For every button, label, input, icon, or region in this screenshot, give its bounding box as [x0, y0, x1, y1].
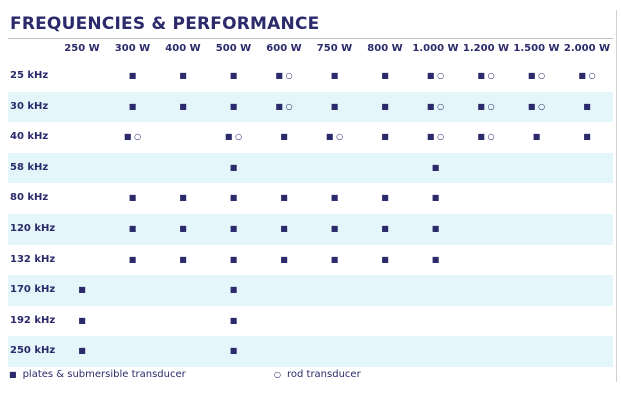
cell-marker: ■ — [179, 71, 187, 80]
cell-marker: ■ — [280, 132, 288, 142]
column-header: 250 W — [64, 43, 100, 54]
cell-marker: ■ — [229, 71, 238, 80]
row-label: 80 kHz — [10, 192, 49, 204]
cell-marker: ■ — [330, 224, 339, 233]
cell-marker: ■ — [280, 193, 288, 203]
cell-marker: ■ — [381, 254, 389, 264]
cell-marker: ■ — [381, 132, 389, 142]
cell-marker: ■ ○ — [426, 132, 445, 142]
cell-marker: ■ ○ — [527, 71, 546, 80]
legend-symbol: ■ — [9, 370, 17, 379]
cell-marker: ■ ○ — [477, 132, 495, 142]
cell-marker: ■ — [381, 193, 389, 203]
cell-marker: ■ ○ — [123, 132, 142, 142]
cell-marker: ■ — [78, 346, 86, 356]
legend-item: ■ plates & submersible transducer — [9, 369, 186, 380]
column-header: 750 W — [316, 43, 353, 54]
cell-marker: ■ — [128, 101, 137, 111]
row-band — [8, 275, 613, 306]
cell-marker: ■ ○ — [578, 71, 596, 80]
row-label: 250 kHz — [10, 345, 56, 357]
cell-marker: ■ — [431, 193, 440, 203]
cell-marker: ■ — [128, 254, 137, 264]
cell-marker: ■ — [583, 101, 591, 111]
cell-marker: ■ ○ — [477, 71, 495, 80]
column-header: 800 W — [367, 43, 403, 54]
row-label: 25 kHz — [10, 70, 49, 81]
cell-marker: ■ — [128, 71, 137, 80]
cell-marker: ■ — [78, 285, 86, 295]
column-header: 500 W — [215, 43, 252, 54]
cell-marker: ■ — [229, 193, 238, 203]
column-header: 400 W — [165, 43, 201, 54]
row-band — [8, 91, 613, 123]
cell-marker: ■ — [179, 224, 187, 233]
column-header: 1.500 W — [513, 43, 560, 54]
legend-item: ○ rod transducer — [274, 369, 361, 380]
row-label: 58 kHz — [10, 161, 49, 173]
cell-marker: ■ — [381, 71, 389, 80]
cell-marker: ■ ○ — [426, 101, 445, 111]
cell-marker: ■ ○ — [275, 101, 293, 111]
cell-marker: ■ ○ — [224, 132, 243, 142]
cell-marker: ■ ○ — [477, 101, 495, 111]
cell-marker: ■ — [229, 254, 238, 264]
cell-marker: ■ — [179, 193, 187, 203]
cell-marker: ■ — [229, 346, 238, 356]
cell-marker: ■ — [280, 254, 288, 264]
cell-marker: ■ — [229, 285, 238, 295]
cell-marker: ■ — [532, 132, 541, 142]
row-band — [8, 214, 613, 245]
row-label: 40 kHz — [10, 131, 49, 143]
column-header: 1.000 W — [412, 43, 459, 54]
column-header: 1.200 W — [462, 43, 510, 54]
cell-marker: ■ — [583, 132, 591, 142]
cell-marker: ■ — [78, 315, 86, 325]
cell-marker: ■ — [280, 224, 288, 233]
cell-marker: ■ — [128, 193, 137, 203]
row-label: 132 kHz — [10, 253, 56, 265]
column-header: 300 W — [114, 43, 151, 54]
row-label: 170 kHz — [10, 284, 56, 296]
cell-marker: ■ ○ — [275, 71, 293, 80]
legend-label: plates & submersible transducer — [22, 369, 186, 380]
cell-marker: ■ — [381, 224, 389, 233]
title: FREQUENCIES & PERFORMANCE — [10, 14, 320, 34]
cell-marker: ■ — [431, 254, 440, 264]
cell-marker: ■ ○ — [527, 101, 546, 111]
cell-marker: ■ — [179, 101, 187, 111]
row-band — [8, 336, 613, 367]
cell-marker: ■ — [330, 254, 339, 264]
cell-marker: ■ — [431, 162, 440, 172]
cell-marker: ■ — [229, 162, 238, 172]
cell-marker: ■ — [229, 315, 238, 325]
column-header: 2.000 W — [563, 43, 611, 54]
cell-marker: ■ — [330, 101, 339, 111]
row-label: 120 kHz — [10, 223, 56, 234]
row-label: 192 kHz — [10, 314, 56, 326]
cell-marker: ■ — [229, 101, 238, 111]
legend-label: rod transducer — [286, 369, 361, 380]
scrollbar — [616, 10, 617, 382]
cell-marker: ■ ○ — [426, 71, 445, 80]
cell-marker: ■ — [229, 224, 238, 233]
cell-marker: ■ — [330, 193, 339, 203]
cell-marker: ■ ○ — [325, 132, 344, 142]
cell-marker: ■ — [381, 101, 389, 111]
cell-marker: ■ — [128, 224, 137, 233]
legend-symbol: ○ — [274, 370, 281, 379]
cell-marker: ■ — [179, 254, 187, 264]
row-label: 30 kHz — [10, 100, 49, 112]
row-band — [8, 152, 613, 184]
cell-marker: ■ — [330, 71, 339, 80]
cell-marker: ■ — [431, 224, 440, 233]
column-header: 600 W — [266, 43, 302, 54]
title-rule — [8, 38, 613, 39]
